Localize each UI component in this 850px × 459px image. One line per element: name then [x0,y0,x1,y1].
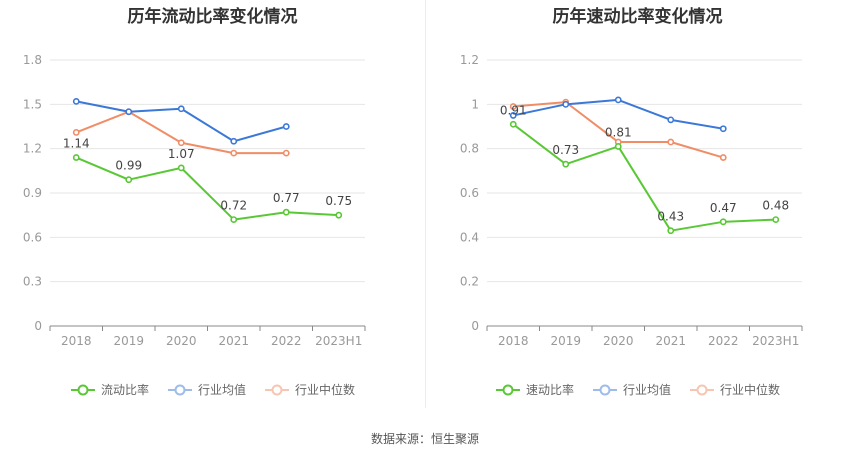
legend-label: 行业均值 [622,383,671,397]
data-point-median [72,129,80,136]
data-point-median [719,154,727,161]
data-point-avg [719,125,727,133]
x-tick-label: 2019 [113,334,144,348]
x-tick-label: 2020 [603,334,634,348]
legend: 速动比率 行业均值 行业中位数 [425,381,850,398]
x-tick-label: 2018 [498,334,529,348]
data-point-main [719,218,727,226]
current-ratio-chart: 0 0.3 0.6 0.9 1.2 1.5 1.8 2018 2019 2020 2021 2022 2… [23,53,366,348]
x-tick-label: 2020 [166,334,197,348]
legend-item-industry-average[interactable]: 行业均值 [167,381,246,398]
y-tick-label: 0.8 [460,142,479,156]
data-point-avg [282,123,290,130]
data-label: 0.99 [115,159,142,173]
legend-line-icon [265,384,289,395]
legend-line-icon [495,384,520,395]
legend-item-current-ratio[interactable]: 流动比率 [70,381,149,398]
x-tick-label: 2023H1 [315,334,362,348]
legend-line-icon [592,384,617,395]
chart-title: 历年流动比率变化情况 [127,7,298,27]
y-tick-label: 1.8 [23,53,42,67]
y-tick-label: 0.6 [23,230,42,244]
y-tick-label: 0 [34,319,42,333]
data-point-main [125,176,133,184]
y-tick-label: 1.5 [23,97,42,111]
data-source: 数据来源：恒生聚源 [370,432,479,446]
y-tick-label: 1.2 [23,142,42,156]
data-point-median [282,149,290,157]
data-label: 0.81 [605,125,632,139]
legend-label: 行业中位数 [295,383,356,397]
x-tick-label: 2022 [271,334,302,348]
x-tick-label: 2023H1 [752,334,799,348]
data-point-avg [667,116,675,124]
y-tick-label: 0.3 [23,275,42,289]
data-label: 0.47 [710,201,737,215]
y-tick-label: 0.4 [460,230,479,244]
legend-label: 流动比率 [100,383,149,397]
legend-item-quick-ratio[interactable]: 速动比率 [495,381,574,398]
data-point-avg [230,137,238,145]
data-point-avg [562,100,570,108]
x-tick-label: 2022 [708,334,739,348]
x-tick-label: 2021 [218,334,249,348]
legend-label: 行业均值 [197,383,246,397]
data-point-avg [177,105,185,113]
y-tick-label: 0.6 [460,186,479,200]
data-point-main [667,227,675,235]
data-point-main [177,164,185,172]
series-line-main [75,156,339,221]
data-point-median [509,103,517,110]
data-label: 0.48 [762,199,789,213]
y-tick-label: 1.2 [460,53,479,67]
data-point-main [614,143,622,150]
data-point-main [72,154,80,161]
data-point-median [667,138,675,146]
y-tick-label: 0 [471,319,479,333]
data-label: 0.72 [220,199,247,213]
panel-divider [425,0,426,408]
data-point-median [230,149,238,157]
x-tick-label: 2019 [550,334,581,348]
data-label: 1.14 [63,137,90,151]
y-tick-label: 0.2 [460,275,479,289]
x-tick-label: 2021 [655,334,686,348]
data-label: 1.07 [168,147,195,161]
legend-line-icon [167,384,192,395]
data-label: 0.43 [657,210,684,224]
legend-label: 行业中位数 [720,383,781,397]
data-point-main [772,216,780,223]
data-point-avg [72,97,80,105]
legend-line-icon [690,384,714,395]
data-label: 0.75 [325,194,352,208]
quick-ratio-panel: 历年速动比率变化情况 0 0.2 0.4 0.6 0.8 1 1.2 2018 2019 2020… [425,0,850,410]
y-tick-label: 0.9 [23,186,42,200]
y-tick-label: 1 [471,97,479,111]
data-label: 0.73 [552,143,579,157]
legend-item-industry-median[interactable]: 行业中位数 [689,381,780,398]
data-point-avg [125,108,133,116]
legend-item-industry-median[interactable]: 行业中位数 [264,381,355,398]
current-ratio-panel: 历年流动比率变化情况 0 0.3 0.6 0.9 1.2 1.5 1.8 2018 2019 20… [0,0,425,410]
legend-item-industry-average[interactable]: 行业均值 [592,381,671,398]
legend: 流动比率 行业均值 行业中位数 [0,381,425,398]
data-point-median [177,139,185,147]
data-point-avg [509,112,517,119]
legend-label: 速动比率 [525,383,574,397]
chart-title: 历年速动比率变化情况 [552,7,723,27]
legend-line-icon [70,384,95,395]
data-point-main [562,160,570,168]
data-point-main [282,208,290,216]
data-point-main [230,216,238,223]
data-label: 0.77 [273,191,300,205]
data-point-main [509,120,517,128]
data-point-main [335,211,343,219]
x-tick-label: 2018 [61,334,92,348]
series-line-main [512,123,776,232]
data-point-avg [614,96,622,104]
data-label: 0.91 [500,103,527,117]
